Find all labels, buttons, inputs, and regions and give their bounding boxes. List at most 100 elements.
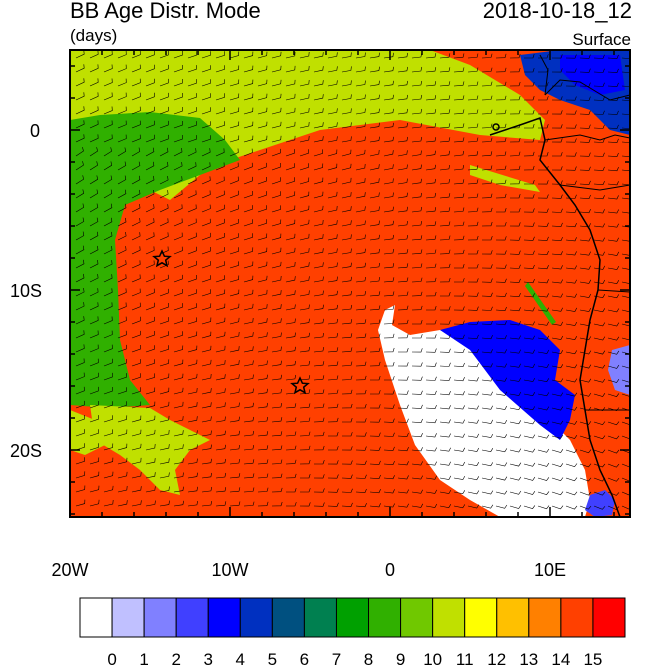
- wind-barb: [593, 223, 605, 228]
- wind-barb: [243, 275, 254, 283]
- wind-barb: [453, 81, 465, 87]
- wind-barb: [229, 388, 240, 395]
- wind-barb: [425, 207, 437, 213]
- wind-barb: [439, 390, 451, 396]
- wind-barb: [229, 148, 239, 157]
- wind-barb: [439, 419, 451, 424]
- wind-barb: [187, 458, 198, 465]
- wind-barb: [173, 162, 183, 171]
- wind-barb: [495, 95, 507, 101]
- wind-barb: [313, 191, 324, 199]
- wind-barb: [565, 82, 577, 87]
- wind-barb: [523, 377, 536, 382]
- wind-barb: [75, 471, 86, 479]
- wind-barb: [243, 501, 255, 507]
- wind-barb: [481, 504, 494, 509]
- wind-barb: [411, 80, 423, 87]
- wind-barb: [397, 404, 409, 409]
- wind-barb: [425, 475, 437, 480]
- wind-barb: [285, 431, 297, 437]
- wind-barb: [327, 318, 339, 325]
- wind-barb: [117, 147, 127, 157]
- lat-label-20s: 20S: [10, 441, 42, 461]
- island-marker: [492, 123, 500, 131]
- colorbar-label: 4: [236, 650, 245, 667]
- wind-barb: [383, 362, 395, 367]
- wind-barb: [103, 274, 113, 283]
- wind-barb: [313, 248, 324, 255]
- wind-barb: [397, 362, 409, 367]
- wind-barb: [426, 320, 437, 325]
- wind-barb: [117, 175, 127, 185]
- wind-barb: [397, 80, 408, 87]
- wind-barb: [383, 150, 394, 157]
- wind-barb: [453, 490, 466, 495]
- wind-barb: [313, 177, 324, 185]
- wind-barb: [453, 150, 465, 157]
- wind-barb: [495, 391, 508, 396]
- wind-barb: [551, 434, 564, 439]
- wind-barb: [159, 50, 169, 59]
- wind-barb: [523, 434, 536, 439]
- wind-barb: [425, 419, 437, 424]
- wind-barb: [579, 96, 591, 101]
- wind-barb: [621, 281, 630, 284]
- wind-barb: [621, 337, 630, 341]
- wind-barb: [467, 334, 479, 339]
- wind-barb: [313, 431, 325, 437]
- wind-barb: [131, 189, 141, 199]
- wind-barb: [243, 65, 254, 73]
- wind-barb: [187, 331, 198, 339]
- wind-barb: [271, 261, 282, 269]
- wind-barb: [173, 274, 183, 283]
- wind-barb: [509, 278, 521, 283]
- wind-barb: [299, 135, 310, 143]
- wind-barb: [621, 183, 630, 186]
- wind-barb: [159, 302, 169, 311]
- wind-barb: [439, 263, 451, 269]
- wind-barb: [383, 503, 395, 508]
- wind-barb: [271, 403, 283, 409]
- wind-barb: [425, 334, 437, 339]
- wind-barb: [439, 67, 451, 73]
- wind-barb: [523, 250, 535, 255]
- wind-barb: [201, 430, 212, 437]
- wind-barb: [607, 181, 619, 186]
- wind-barb: [411, 192, 422, 199]
- wind-barb: [439, 348, 451, 353]
- wind-barb: [299, 389, 311, 395]
- wind-barb: [299, 262, 310, 269]
- wind-barb: [439, 81, 451, 87]
- wind-barb: [411, 418, 423, 424]
- wind-barb: [509, 363, 521, 368]
- wind-barb: [89, 134, 99, 143]
- wind-barb: [257, 374, 268, 381]
- wind-barb: [327, 375, 339, 381]
- wind-barb: [467, 363, 479, 368]
- wind-barb: [75, 443, 85, 451]
- wind-barb: [131, 457, 142, 465]
- age-field-blue-small: [585, 490, 615, 517]
- wind-barb: [467, 419, 479, 424]
- wind-barb: [439, 306, 451, 311]
- wind-barb: [131, 330, 141, 339]
- wind-barb: [467, 320, 479, 325]
- wind-barb: [439, 376, 451, 381]
- wind-barb: [467, 207, 479, 213]
- wind-barb: [369, 460, 381, 465]
- wind-barb: [537, 392, 550, 397]
- wind-barb: [607, 124, 619, 129]
- wind-barb: [481, 391, 493, 396]
- wind-barb: [481, 405, 493, 410]
- wind-barb: [383, 475, 395, 480]
- wind-barb: [481, 363, 493, 368]
- wind-barb: [607, 421, 620, 426]
- wind-barb: [159, 147, 169, 157]
- wind-barb: [173, 373, 184, 381]
- wind-barb: [131, 288, 141, 297]
- wind-barb: [481, 419, 494, 424]
- wind-barb: [425, 306, 437, 311]
- wind-barb: [271, 107, 282, 115]
- wind-barb: [593, 96, 605, 101]
- wind-barb: [383, 136, 394, 143]
